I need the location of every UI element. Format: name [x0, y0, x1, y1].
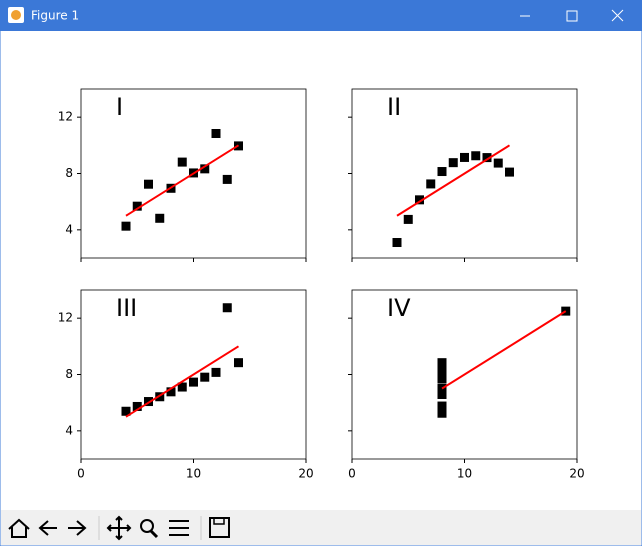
- close-button[interactable]: [611, 9, 624, 22]
- data-point: [505, 167, 514, 177]
- data-point: [437, 358, 447, 368]
- data-point: [493, 158, 503, 168]
- x-tick-label: 10: [186, 467, 201, 481]
- data-point: [177, 382, 187, 392]
- data-point: [222, 174, 232, 184]
- x-tick-label: 20: [569, 467, 584, 481]
- save-icon-detail: [213, 517, 225, 525]
- data-point: [482, 153, 492, 163]
- title-bar: [0, 0, 642, 31]
- x-tick-label: 10: [457, 467, 472, 481]
- panel-label: II: [387, 93, 401, 121]
- data-point: [437, 385, 447, 395]
- data-point: [448, 158, 458, 168]
- data-point: [471, 151, 481, 161]
- data-point: [211, 129, 221, 139]
- data-point: [132, 201, 142, 211]
- y-tick-label: 4: [65, 222, 73, 236]
- data-point: [166, 387, 176, 397]
- configure-button[interactable]: [169, 520, 189, 536]
- y-tick-label: 4: [65, 423, 73, 437]
- data-point: [437, 371, 447, 381]
- fit-line: [396, 144, 511, 217]
- app-icon-glyph: [11, 10, 21, 20]
- data-point: [211, 367, 221, 377]
- data-point: [437, 363, 447, 373]
- data-point: [460, 152, 469, 162]
- data-point: [415, 195, 424, 205]
- y-tick-label: 12: [58, 311, 73, 325]
- data-point: [177, 157, 187, 167]
- x-tick-label: 0: [77, 467, 85, 481]
- forward-button[interactable]: [68, 520, 87, 536]
- data-point: [426, 179, 436, 189]
- data-point: [200, 164, 210, 174]
- data-point: [155, 213, 165, 223]
- data-point: [437, 404, 447, 414]
- window-title: Figure 1: [31, 9, 79, 23]
- fit-line: [441, 310, 567, 390]
- data-point: [121, 221, 131, 231]
- toolbar-buttons: [8, 515, 230, 541]
- panel-label: IV: [387, 294, 411, 322]
- panel-label: I: [116, 93, 123, 121]
- maximize-button[interactable]: [566, 10, 578, 22]
- back-button[interactable]: [38, 520, 57, 536]
- home-button[interactable]: [8, 518, 30, 538]
- zoom-handle: [149, 529, 159, 539]
- data-point: [189, 377, 198, 387]
- fit-line: [125, 345, 240, 418]
- data-point: [121, 406, 131, 416]
- data-point: [132, 401, 142, 411]
- pan-button[interactable]: [106, 515, 132, 541]
- y-tick-label: 12: [58, 110, 73, 124]
- fit-line: [125, 144, 240, 217]
- y-tick-label: 8: [65, 367, 73, 381]
- data-point: [392, 238, 402, 248]
- data-point: [222, 303, 232, 313]
- y-tick-label: 8: [65, 166, 73, 180]
- data-point: [437, 167, 447, 177]
- data-point: [234, 358, 243, 368]
- x-tick-label: 0: [348, 467, 356, 481]
- zoom-button[interactable]: [140, 519, 154, 533]
- data-point: [200, 372, 210, 382]
- toolbar: [1, 510, 641, 545]
- data-point: [144, 179, 153, 189]
- data-point: [403, 214, 413, 224]
- x-tick-label: 20: [298, 467, 313, 481]
- panel-label: III: [116, 294, 137, 322]
